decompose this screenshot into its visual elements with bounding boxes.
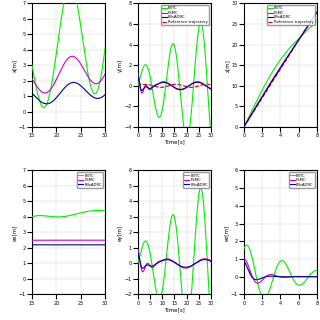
Y-axis label: z[m]: z[m] [225, 59, 230, 72]
Y-axis label: ez[m]: ez[m] [224, 224, 229, 241]
Legend: FBTC, FSMC, FBsADRC: FBTC, FSMC, FBsADRC [183, 172, 209, 188]
Legend: FBTC, FSMC, FBsADRC: FBTC, FSMC, FBsADRC [77, 172, 103, 188]
Legend: FBTC, FSMC, FBsADRC: FBTC, FSMC, FBsADRC [289, 172, 315, 188]
Y-axis label: x[m]: x[m] [12, 59, 17, 72]
Y-axis label: y[m]: y[m] [118, 59, 123, 72]
Legend: FBTC, FSMC, FBsADRC, Reference trajectory: FBTC, FSMC, FBsADRC, Reference trajector… [161, 5, 209, 25]
Y-axis label: ey[m]: ey[m] [118, 224, 123, 241]
Legend: FBTC, FSMC, FBsADRC, Reference trajectory: FBTC, FSMC, FBsADRC, Reference trajector… [267, 5, 315, 25]
X-axis label: Time[s]: Time[s] [164, 140, 185, 145]
Y-axis label: ex[m]: ex[m] [12, 224, 17, 241]
X-axis label: Time[s]: Time[s] [164, 307, 185, 312]
